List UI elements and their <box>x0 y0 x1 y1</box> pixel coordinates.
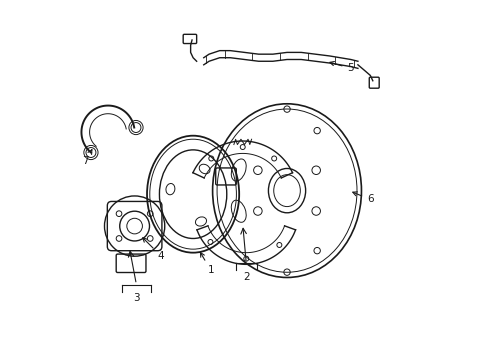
Text: 4: 4 <box>142 238 164 261</box>
Text: 5: 5 <box>329 62 353 73</box>
Text: 6: 6 <box>352 192 373 204</box>
Text: 7: 7 <box>82 150 92 166</box>
Text: 1: 1 <box>200 253 214 275</box>
Text: 2: 2 <box>243 273 249 283</box>
Text: 3: 3 <box>133 293 140 303</box>
